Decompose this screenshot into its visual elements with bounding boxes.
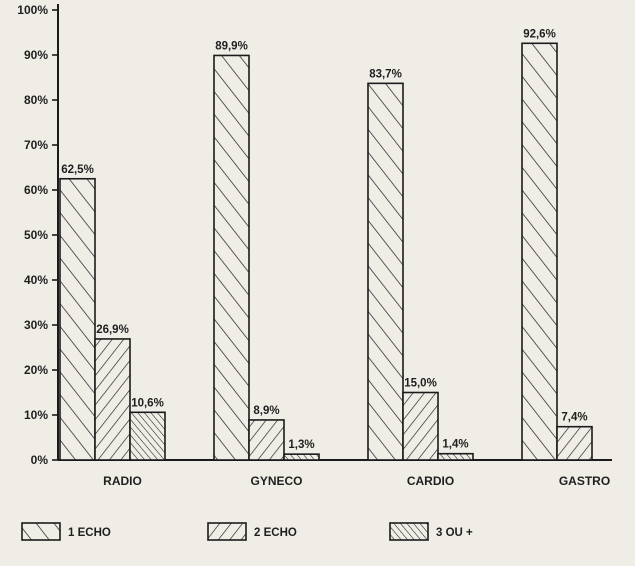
y-tick-label: 40% [24, 273, 48, 287]
data-label-radio-3-ou: 10,6% [131, 397, 164, 409]
category-label-radio: RADIO [103, 474, 142, 488]
legend-swatch-1-echo [21, 522, 61, 541]
y-tick-label: 30% [24, 318, 48, 332]
y-tick-label: 90% [24, 48, 48, 62]
data-label-cardio-2-echo: 15,0% [404, 378, 437, 390]
data-label-cardio-3-ou: 1,4% [442, 439, 468, 451]
data-label-gyneco-3-ou: 1,3% [288, 439, 314, 451]
data-label-cardio-1-echo: 83,7% [369, 68, 402, 80]
legend: 1 ECHO 2 ECHO 3 OU + [21, 522, 473, 541]
legend-label-3-ou: 3 OU + [436, 527, 473, 539]
bar-cardio-3-ou [437, 452, 474, 461]
y-tick-label: 50% [24, 228, 48, 242]
data-label-gyneco-2-echo: 8,9% [253, 405, 279, 417]
bar-radio-2-echo [94, 338, 131, 461]
bar-cardio-1-echo [367, 82, 404, 461]
category-label-cardio: CARDIO [407, 474, 454, 488]
bar-gastro-1-echo [521, 42, 558, 461]
data-labels: 62,5% 26,9% 10,6% 89,9% 8,9% 1,3% 83,7% 15,0% 1,… [61, 28, 587, 451]
category-label-gastro: GASTRO [559, 474, 610, 488]
category-label-gyneco: GYNECO [250, 474, 302, 488]
legend-swatch-3-ou [389, 522, 429, 541]
bar-gastro-2-echo [556, 425, 593, 461]
legend-swatch-2-echo [207, 522, 247, 541]
bars [59, 42, 593, 461]
bar-radio-1-echo [59, 177, 96, 461]
y-tick-label: 80% [24, 93, 48, 107]
y-tick-label: 70% [24, 138, 48, 152]
category-labels: RADIO GYNECO CARDIO GASTRO [103, 474, 610, 488]
y-tick-label: 100% [17, 3, 48, 17]
legend-label-2-echo: 2 ECHO [254, 527, 297, 539]
bar-gyneco-3-ou [283, 453, 320, 461]
y-tick-label: 10% [24, 408, 48, 422]
legend-label-1-echo: 1 ECHO [68, 527, 111, 539]
data-label-radio-1-echo: 62,5% [61, 164, 94, 176]
y-tick-label: 60% [24, 183, 48, 197]
data-label-gastro-2-echo: 7,4% [561, 412, 587, 424]
data-label-radio-2-echo: 26,9% [96, 324, 129, 336]
bar-gyneco-2-echo [248, 419, 285, 461]
bar-cardio-2-echo [402, 391, 439, 461]
y-tick-label: 20% [24, 363, 48, 377]
bar-gyneco-1-echo [213, 54, 250, 461]
y-axis: 0% 10% 20% 30% 40% 50% 60% 70% 80% 90% 100% [17, 3, 59, 467]
data-label-gastro-1-echo: 92,6% [523, 28, 556, 40]
data-label-gyneco-1-echo: 89,9% [215, 40, 248, 52]
bar-radio-3-ou [129, 411, 166, 461]
y-tick-label: 0% [31, 453, 49, 467]
